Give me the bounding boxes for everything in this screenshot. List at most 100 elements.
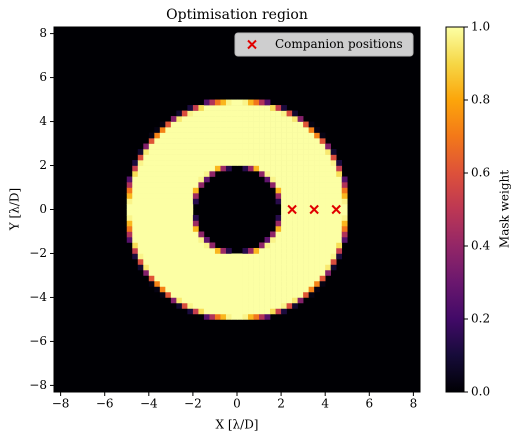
mask-cell [143, 204, 150, 210]
mask-cell [259, 269, 265, 276]
mask-cell [143, 209, 150, 216]
mask-cell [264, 264, 271, 271]
mask-cell [297, 176, 304, 183]
mask-cell [148, 204, 155, 210]
mask-cell [220, 275, 227, 282]
x-axis-label: X [λ/D] [216, 418, 259, 432]
mask-cell [143, 171, 150, 177]
mask-cell [126, 187, 133, 194]
mask-cell [297, 121, 304, 128]
mask-cell [159, 198, 166, 205]
legend-label: Companion positions [275, 37, 403, 51]
mask-cell [308, 253, 315, 260]
mask-cell [281, 138, 287, 144]
mask-cell [159, 209, 166, 216]
mask-cell [292, 258, 298, 265]
mask-cell [148, 242, 155, 249]
mask-cell [292, 176, 298, 183]
mask-cell [292, 165, 298, 172]
mask-cell [154, 275, 161, 282]
mask-cell [143, 160, 150, 166]
mask-cell [242, 297, 249, 304]
mask-cell [192, 231, 199, 238]
mask-cell [286, 258, 293, 265]
mask-cell [209, 160, 216, 166]
mask-cell [259, 171, 265, 177]
mask-cell [137, 193, 144, 199]
mask-cell [303, 121, 309, 128]
mask-cell [253, 313, 260, 320]
mask-cell [253, 154, 260, 161]
mask-cell [286, 236, 293, 243]
mask-cell [181, 143, 188, 150]
mask-cell [159, 286, 166, 293]
mask-cell [198, 253, 205, 260]
mask-cell [165, 160, 172, 166]
mask-cell [297, 187, 304, 194]
mask-cell [286, 297, 293, 304]
mask-cell [286, 264, 293, 271]
mask-cell [181, 176, 188, 183]
mask-cell [209, 242, 216, 249]
mask-cell [325, 209, 332, 216]
mask-cell [192, 182, 199, 188]
mask-cell [275, 225, 282, 232]
mask-cell [203, 149, 210, 155]
mask-cell [181, 242, 188, 249]
mask-cell [297, 138, 304, 144]
mask-cell [192, 286, 199, 293]
mask-cell [319, 171, 326, 177]
colorbar-tick-label: 0.4 [471, 239, 490, 253]
x-tick-label: 2 [277, 397, 285, 411]
mask-cell [192, 291, 199, 298]
mask-cell [187, 187, 194, 194]
mask-cell [286, 302, 293, 309]
mask-cell [165, 204, 172, 210]
mask-cell [314, 280, 320, 287]
mask-cell [259, 138, 265, 144]
mask-cell [148, 236, 155, 243]
mask-cell [220, 313, 227, 320]
mask-cell [159, 193, 166, 199]
mask-cell [286, 291, 293, 298]
mask-cell [308, 269, 315, 276]
mask-cell [308, 198, 315, 205]
y-tick-label: −6 [29, 334, 47, 348]
mask-cell [154, 209, 161, 216]
mask-cell [126, 236, 133, 243]
mask-cell [192, 242, 199, 249]
mask-cell [253, 253, 260, 260]
mask-cell [148, 269, 155, 276]
mask-cell [281, 204, 287, 210]
mask-cell [308, 280, 315, 287]
mask-cell [336, 198, 343, 205]
mask-cell [137, 258, 144, 265]
mask-cell [181, 116, 188, 122]
mask-cell [275, 127, 282, 133]
mask-cell [132, 187, 139, 194]
mask-cell [209, 291, 216, 298]
mask-cell [214, 138, 221, 144]
mask-cell [242, 138, 249, 144]
mask-cell [143, 149, 150, 155]
mask-cell [292, 187, 298, 194]
mask-cell [319, 198, 326, 205]
mask-cell [225, 275, 232, 282]
mask-cell [330, 231, 337, 238]
mask-cell [159, 236, 166, 243]
mask-cell [154, 176, 161, 183]
mask-cell [154, 165, 161, 172]
mask-cell [148, 253, 155, 260]
mask-cell [336, 220, 343, 227]
mask-cell [325, 242, 332, 249]
mask-cell [225, 269, 232, 276]
mask-cell [341, 187, 348, 194]
mask-cell [336, 253, 343, 260]
mask-cell [330, 165, 337, 172]
mask-cell [253, 143, 260, 150]
mask-cell [187, 193, 194, 199]
mask-cell [270, 231, 276, 238]
mask-cell [330, 214, 337, 221]
mask-cell [231, 302, 238, 309]
mask-cell [214, 127, 221, 133]
